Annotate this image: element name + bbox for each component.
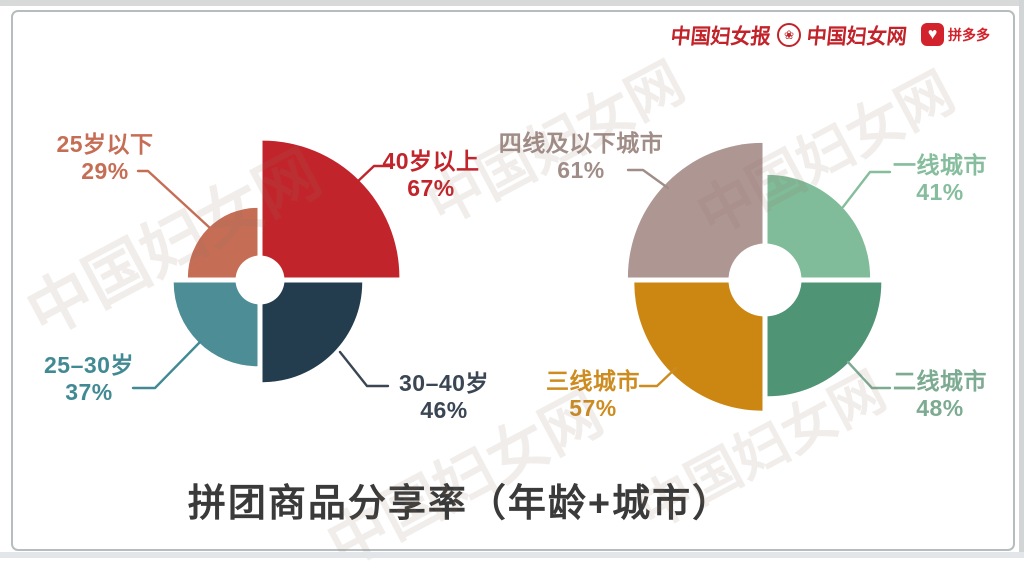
chart-title: 拼团商品分享率（年龄+城市） (187, 483, 733, 525)
flower-icon: ❀ (783, 27, 795, 42)
heart-icon: ♥ (927, 25, 938, 43)
pinduoduo-logo: ♥ 拼多多 (921, 23, 990, 46)
womens-federation-logo-icon: ❀ (777, 22, 801, 47)
window-top-edge (0, 0, 1024, 6)
pinduoduo-heart-icon: ♥ (921, 23, 944, 46)
logo-row: 中国妇女报 ❀ 中国妇女网 ♥ 拼多多 (669, 20, 990, 49)
window-right-edge (1019, 0, 1024, 558)
window-bottom-edge (0, 552, 1024, 558)
pinduoduo-logo-text: 拼多多 (948, 26, 990, 43)
infographic-card (11, 10, 1015, 551)
china-womens-news-logo: 中国妇女报 (669, 25, 772, 49)
china-women-web-logo: 中国妇女网 (805, 25, 908, 49)
